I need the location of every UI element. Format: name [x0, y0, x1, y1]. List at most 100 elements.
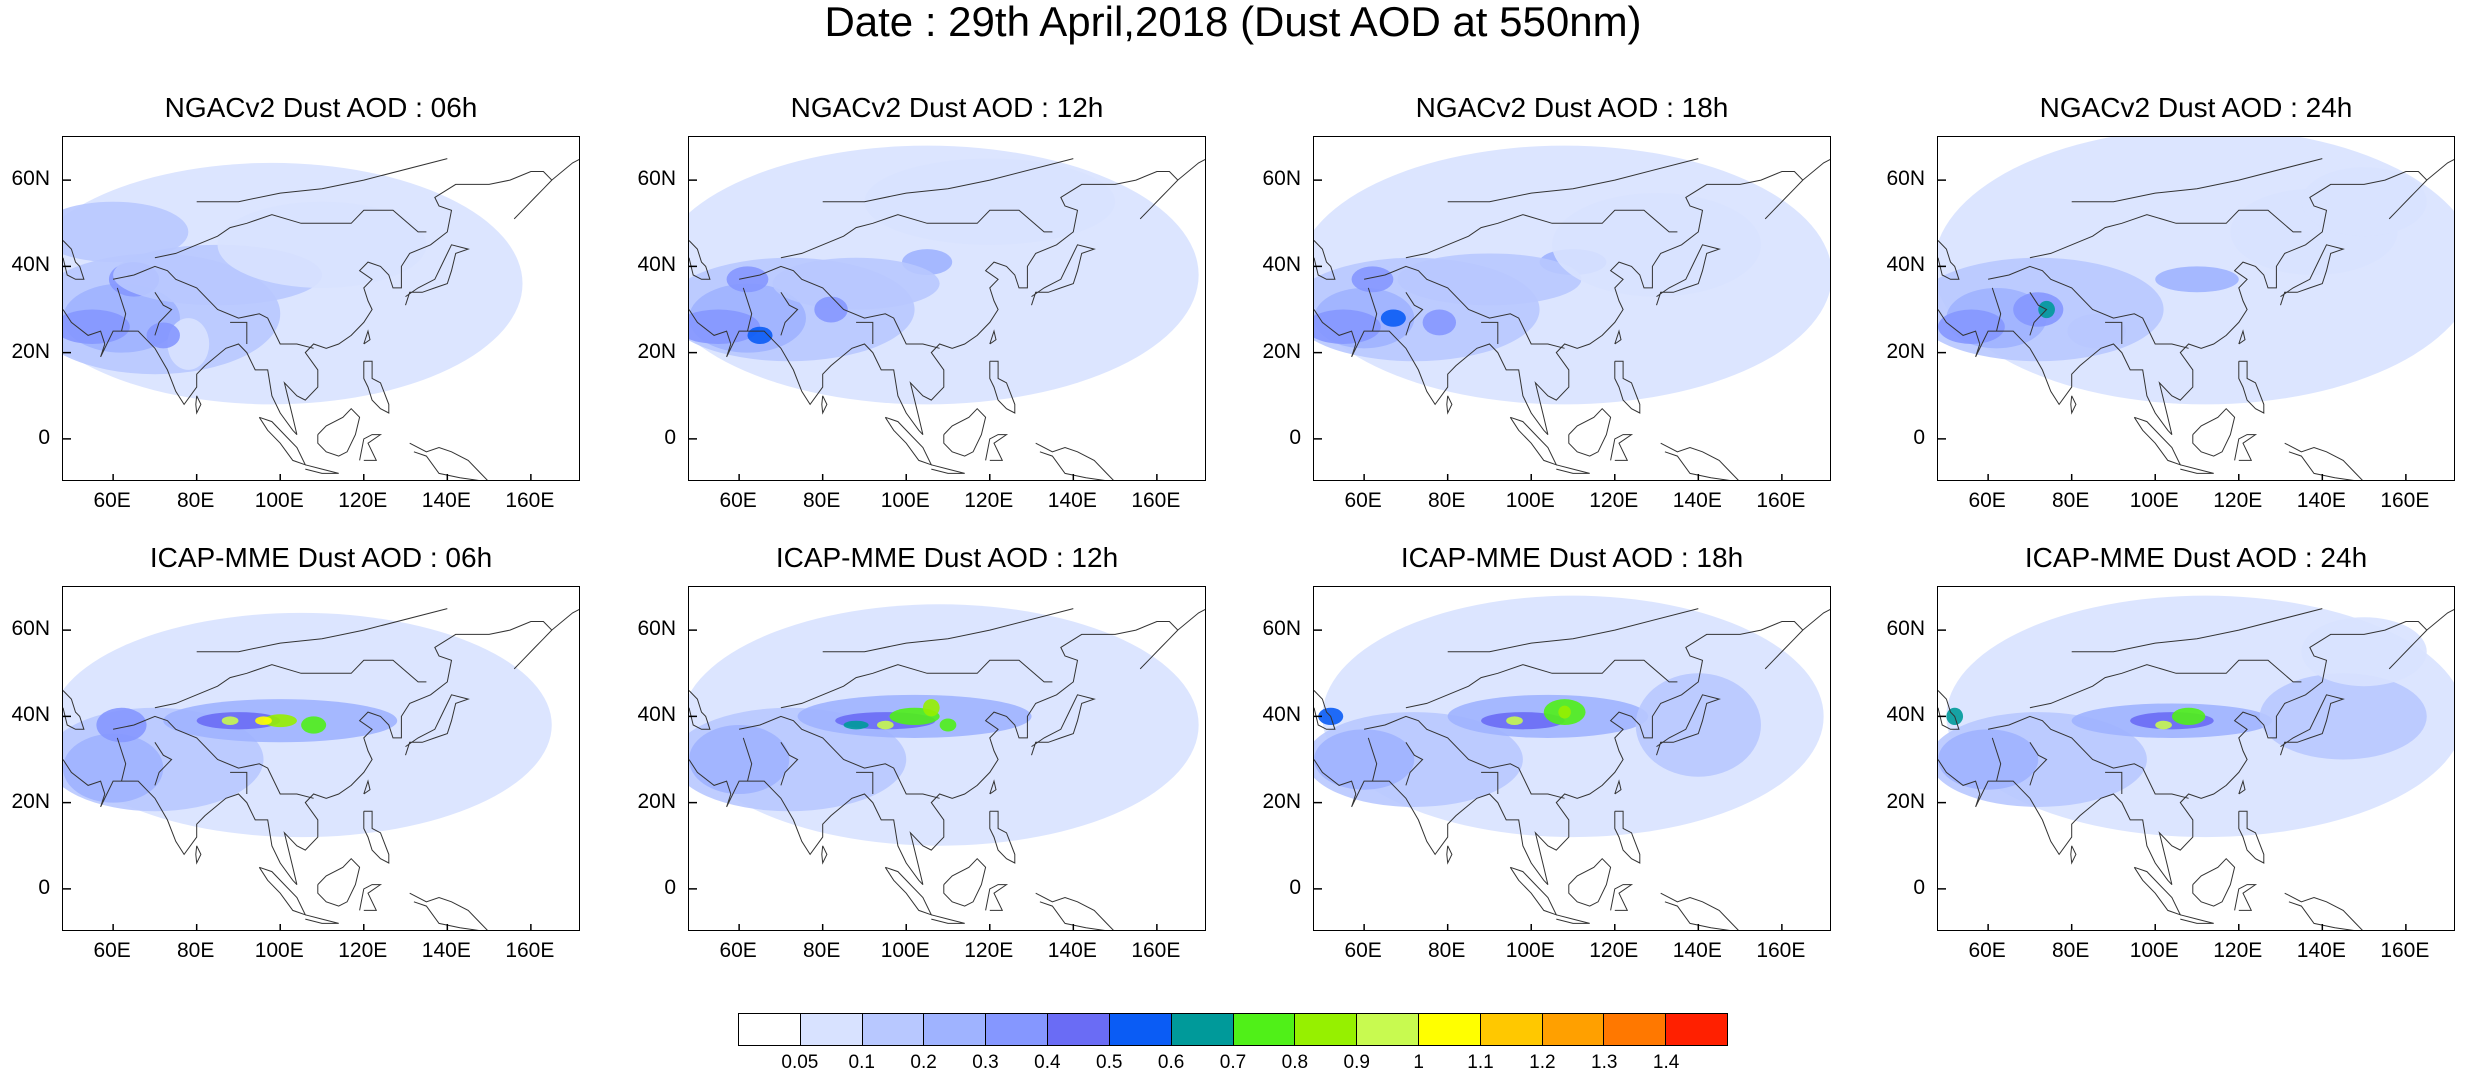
aod-contour — [221, 716, 239, 725]
coastline — [1314, 240, 1336, 280]
lon-tick-label: 120E — [1589, 489, 1639, 512]
lon-tick-label: 100E — [2129, 939, 2179, 962]
colorbar-swatch — [1233, 1014, 1296, 1045]
coastline — [2388, 179, 2428, 220]
coastline — [2070, 845, 2077, 865]
lat-tick-label: 20N — [637, 789, 676, 813]
coastline — [884, 416, 933, 466]
lon-tick-label: 140E — [1047, 489, 1097, 512]
coastline — [989, 360, 1016, 414]
colorbar-level-label: 0.6 — [1157, 1052, 1185, 1073]
coastline — [359, 434, 383, 461]
colorbar-swatch — [1604, 1014, 1667, 1045]
colorbar-level-label: 1.2 — [1529, 1052, 1556, 1073]
lat-tick-label: 60N — [11, 617, 50, 641]
coastline — [985, 434, 1009, 461]
colorbar-swatch — [800, 1014, 863, 1045]
coastline — [196, 158, 448, 203]
coastline — [742, 737, 753, 782]
coastline — [63, 240, 85, 280]
map-panel — [1313, 136, 1831, 481]
coastline — [363, 779, 371, 795]
lon-tick-label: 160E — [1131, 489, 1181, 512]
aod-contour — [1635, 673, 1761, 777]
dust-aod-field — [1938, 137, 2454, 480]
coastline — [2133, 416, 2182, 466]
coastline — [1481, 771, 1499, 794]
coastline — [931, 914, 965, 924]
colorbar-swatch — [1480, 1014, 1543, 1045]
coastline — [195, 845, 202, 865]
aod-contour — [2013, 292, 2064, 327]
lon-tick-label: 140E — [421, 489, 471, 512]
lon-tick-label: 160E — [1756, 939, 1806, 962]
coastline — [363, 329, 371, 345]
coastline — [909, 609, 1205, 885]
aod-contour — [1938, 309, 2005, 344]
coastline — [985, 884, 1009, 911]
panel-title: NGACv2 Dust AOD : 18h — [1415, 92, 1729, 123]
coastline — [2284, 892, 2363, 930]
coastline — [2280, 694, 2345, 756]
panel-title: ICAP-MME Dust AOD : 24h — [2024, 542, 2368, 573]
lon-tick-label: 140E — [1672, 939, 1722, 962]
lon-tick-label: 80E — [176, 489, 215, 512]
coastline — [1556, 464, 1590, 474]
aod-contour — [1351, 266, 1394, 293]
lon-tick-label: 120E — [964, 489, 1014, 512]
aod-contour — [2155, 266, 2239, 293]
colorbar-swatch — [924, 1014, 987, 1045]
lat-tick-label: 0 — [1289, 875, 1301, 899]
coastline — [738, 715, 940, 799]
dust-aod-field — [1314, 145, 1830, 480]
colorbar-level-label: 0.1 — [848, 1052, 875, 1073]
aod-contour — [1938, 729, 2039, 790]
coastline — [1614, 329, 1622, 345]
coastline — [943, 857, 987, 907]
lon-tick-label: 120E — [1589, 939, 1639, 962]
lon-tick-label: 60E — [93, 489, 131, 512]
coastline — [738, 265, 940, 349]
coastline — [909, 159, 1205, 435]
colorbar-level-label: 0.9 — [1343, 1052, 1370, 1073]
coastline — [822, 158, 1074, 203]
aod-contour — [689, 309, 761, 344]
coastline — [196, 608, 448, 653]
coastline — [1447, 608, 1699, 653]
coastline — [989, 329, 997, 345]
lon-tick-label: 160E — [1756, 489, 1806, 512]
colorbar-level-label: 0.3 — [972, 1052, 999, 1073]
aod-contour — [1481, 712, 1565, 730]
aod-contour — [263, 714, 297, 728]
coastline — [1938, 309, 2173, 435]
lon-tick-label: 100E — [254, 489, 304, 512]
lat-tick-label: 20N — [1886, 339, 1925, 363]
aod-contour — [217, 201, 427, 288]
lat-tick-label: 20N — [1262, 789, 1301, 813]
map-panel — [1937, 136, 2455, 481]
coastline — [1610, 884, 1634, 911]
map-panel — [688, 136, 1206, 481]
coastline — [283, 159, 579, 435]
colorbar — [738, 1013, 1728, 1046]
coastline — [2180, 464, 2214, 474]
lat-tick-label: 0 — [664, 425, 676, 449]
dust-aod-field — [1314, 595, 1830, 930]
coastline — [317, 857, 361, 907]
coastline — [780, 742, 799, 786]
colorbar-swatch — [1295, 1014, 1358, 1045]
aod-contour — [196, 712, 281, 730]
map-panel — [688, 586, 1206, 931]
coastline — [2238, 779, 2246, 795]
coastline — [689, 240, 711, 280]
coastline — [63, 759, 298, 885]
coastline — [1610, 434, 1634, 461]
lat-tick-label: 40N — [1262, 253, 1301, 277]
coastline — [1614, 360, 1641, 414]
lat-tick-label: 0 — [38, 425, 50, 449]
coastline — [513, 179, 553, 220]
coastline — [2105, 321, 2123, 344]
aod-contour — [2259, 673, 2427, 760]
coastline — [1614, 810, 1641, 864]
coastline — [1938, 690, 1960, 730]
